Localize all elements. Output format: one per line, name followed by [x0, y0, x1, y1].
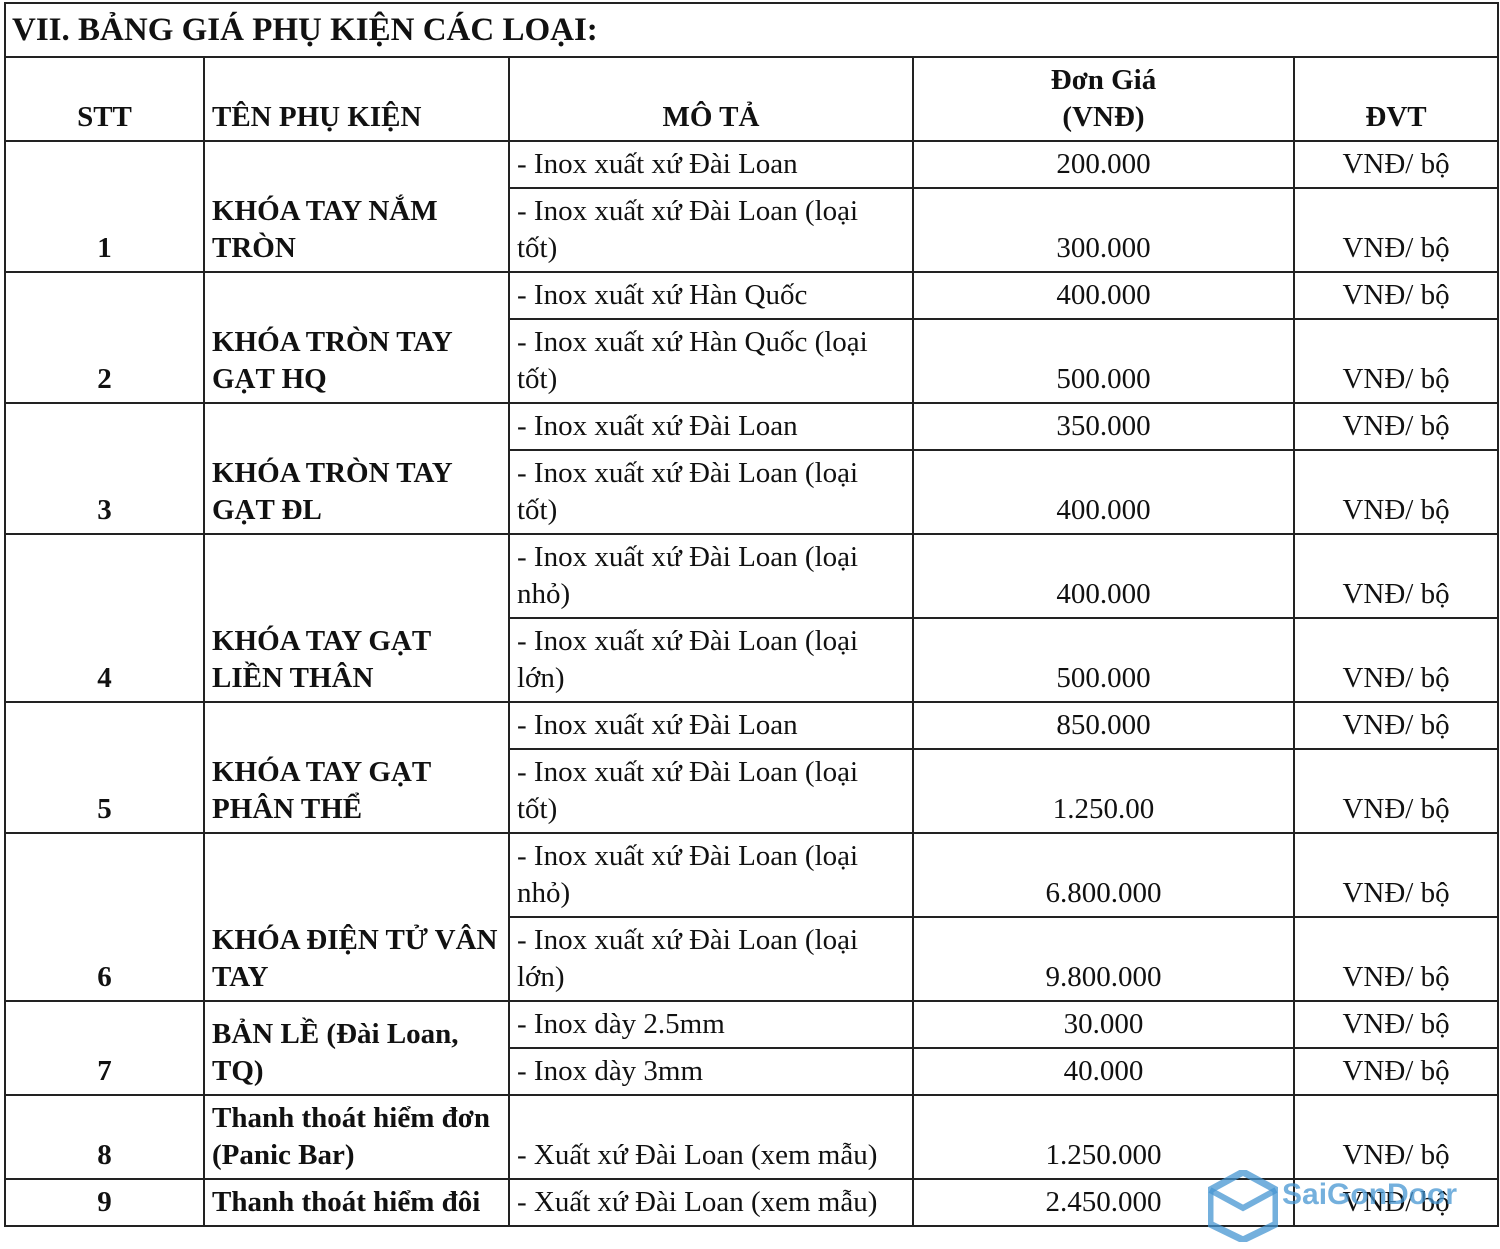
name-cell: KHÓA TAY GẠT PHÂN THỂ	[203, 701, 510, 834]
price-cell: 200.000	[912, 140, 1295, 189]
stt-cell: 5	[4, 701, 205, 834]
price-cell: 30.000	[912, 1000, 1295, 1049]
header-cell: STT	[4, 56, 205, 142]
item-row: 3 KHÓA TRÒN TAY GẠT ĐL - Inox xuất xứ Đài …	[4, 402, 1500, 535]
desc-cell: - Inox dày 2.5mm	[508, 1000, 914, 1049]
desc-cell: - Xuất xứ Đài Loan (xem mẫu)	[508, 1094, 914, 1180]
item-row: 5 KHÓA TAY GẠT PHÂN THỂ - Inox xuất xứ Đài…	[4, 701, 1500, 834]
unit-cell: VNĐ/ bộ	[1292, 533, 1500, 619]
unit-cell: VNĐ/ bộ	[1292, 916, 1500, 1002]
price-cell: 400.000	[912, 271, 1295, 320]
stt-cell: 4	[4, 533, 205, 703]
unit-cell: VNĐ/ bộ	[1292, 1047, 1500, 1096]
price-cell: 6.800.000	[912, 832, 1295, 918]
unit-cell: VNĐ/ bộ	[1292, 449, 1500, 535]
name-cell: Thanh thoát hiểm đôi	[203, 1178, 510, 1227]
logo-icon	[1208, 1170, 1278, 1242]
item-row: 6 KHÓA ĐIỆN TỬ VÂN TAY - Inox xuất xứ Đài …	[4, 832, 1500, 1002]
desc-cell: - Inox xuất xứ Đài Loan (loại tốt)	[508, 748, 914, 834]
stt-cell: 1	[4, 140, 205, 273]
unit-cell: VNĐ/ bộ	[1292, 617, 1500, 703]
item-row: 7 BẢN LỀ (Đài Loan, TQ) - Inox dày 2.5mm 30…	[4, 1000, 1500, 1096]
name-cell: KHÓA TRÒN TAY GẠT ĐL	[203, 402, 510, 535]
price-cell: 2.450.000	[912, 1178, 1295, 1227]
table-body: VII. BẢNG GIÁ PHỤ KIỆN CÁC LOẠI: STT TÊN …	[3, 2, 1500, 1227]
unit-cell: VNĐ/ bộ	[1292, 748, 1500, 834]
item-row: 1 KHÓA TAY NẮM TRÒN - Inox xuất xứ Đài Loa…	[4, 140, 1500, 273]
unit-cell: VNĐ/ bộ	[1292, 701, 1500, 750]
name-cell: KHÓA TAY GẠT LIỀN THÂN	[203, 533, 510, 703]
name-cell: KHÓA TAY NẮM TRÒN	[203, 140, 510, 273]
item-row: - Inox xuất xứ Đài Loan (loại lớn) 9.800.…	[5, 916, 1500, 1002]
item-row: - Inox dày 3mm 40.000 VNĐ/ bộ	[5, 1047, 1500, 1096]
header-cell: Đơn Giá (VNĐ)	[912, 56, 1295, 142]
item-row: - Inox xuất xứ Hàn Quốc (loại tốt) 500.00…	[5, 318, 1500, 404]
price-cell: 1.250.00	[912, 748, 1295, 834]
price-cell: 500.000	[912, 617, 1295, 703]
price-cell: 1.250.000	[912, 1094, 1295, 1180]
desc-cell: - Inox xuất xứ Đài Loan	[508, 701, 914, 750]
item-row: - Inox xuất xứ Đài Loan (loại tốt) 400.00…	[5, 449, 1500, 535]
unit-cell: VNĐ/ bộ	[1292, 1178, 1500, 1227]
price-cell: 850.000	[912, 701, 1295, 750]
desc-cell: - Inox xuất xứ Đài Loan (loại tốt)	[508, 449, 914, 535]
watermark: SaiGonDoor	[1282, 1178, 1458, 1211]
desc-cell: - Inox xuất xứ Đài Loan (loại lớn)	[508, 916, 914, 1002]
desc-cell: - Inox xuất xứ Đài Loan (loại nhỏ)	[508, 533, 914, 619]
header-row: STT TÊN PHỤ KIỆN MÔ TẢ Đơn Giá (VNĐ) ĐVT	[4, 56, 1500, 142]
unit-cell: VNĐ/ bộ	[1292, 1000, 1500, 1049]
price-cell: 350.000	[912, 402, 1295, 451]
table-title: VII. BẢNG GIÁ PHỤ KIỆN CÁC LOẠI:	[3, 2, 1500, 58]
price-cell: 400.000	[912, 449, 1295, 535]
price-cell: 40.000	[912, 1047, 1295, 1096]
stt-cell: 2	[4, 271, 205, 404]
name-cell: KHÓA ĐIỆN TỬ VÂN TAY	[203, 832, 510, 1002]
desc-cell: - Inox xuất xứ Hàn Quốc (loại tốt)	[508, 318, 914, 404]
desc-cell: - Inox xuất xứ Đài Loan (loại tốt)	[508, 187, 914, 273]
item-row: 8 Thanh thoát hiểm đơn (Panic Bar) - Xuất …	[4, 1094, 1500, 1180]
title-row: VII. BẢNG GIÁ PHỤ KIỆN CÁC LOẠI:	[3, 2, 1500, 58]
header-cell: MÔ TẢ	[508, 56, 914, 142]
unit-cell: VNĐ/ bộ	[1292, 402, 1500, 451]
desc-cell: - Inox xuất xứ Đài Loan	[508, 402, 914, 451]
stt-cell: 8	[4, 1094, 205, 1180]
unit-cell: VNĐ/ bộ	[1292, 832, 1500, 918]
item-row: - Inox xuất xứ Đài Loan (loại tốt) 300.00…	[5, 187, 1500, 273]
price-cell: 300.000	[912, 187, 1295, 273]
desc-cell: - Inox xuất xứ Đài Loan (loại nhỏ)	[508, 832, 914, 918]
name-cell: KHÓA TRÒN TAY GẠT HQ	[203, 271, 510, 404]
stt-cell: 7	[4, 1000, 205, 1096]
desc-cell: - Xuất xứ Đài Loan (xem mẫu)	[508, 1178, 914, 1227]
price-cell: 9.800.000	[912, 916, 1295, 1002]
header-cell: ĐVT	[1292, 56, 1500, 142]
item-row: 4 KHÓA TAY GẠT LIỀN THÂN - Inox xuất xứ Đà…	[4, 533, 1500, 703]
item-row: 2 KHÓA TRÒN TAY GẠT HQ - Inox xuất xứ Hàn …	[4, 271, 1500, 404]
unit-cell: VNĐ/ bộ	[1292, 318, 1500, 404]
stt-cell: 6	[4, 832, 205, 1002]
price-cell: 400.000	[912, 533, 1295, 619]
desc-cell: - Inox xuất xứ Hàn Quốc	[508, 271, 914, 320]
unit-cell: VNĐ/ bộ	[1292, 271, 1500, 320]
price-table: VII. BẢNG GIÁ PHỤ KIỆN CÁC LOẠI: STT TÊN …	[3, 2, 1500, 1227]
stt-cell: 9	[4, 1178, 205, 1227]
desc-cell: - Inox xuất xứ Đài Loan	[508, 140, 914, 189]
unit-cell: VNĐ/ bộ	[1292, 1094, 1500, 1180]
unit-cell: VNĐ/ bộ	[1292, 140, 1500, 189]
desc-cell: - Inox dày 3mm	[508, 1047, 914, 1096]
price-cell: 500.000	[912, 318, 1295, 404]
unit-cell: VNĐ/ bộ	[1292, 187, 1500, 273]
item-row: - Inox xuất xứ Đài Loan (loại tốt) 1.250.…	[5, 748, 1500, 834]
item-row: - Inox xuất xứ Đài Loan (loại lớn) 500.00…	[5, 617, 1500, 703]
name-cell: BẢN LỀ (Đài Loan, TQ)	[203, 1000, 510, 1096]
item-row: 9 Thanh thoát hiểm đôi - Xuất xứ Đài Loan …	[4, 1178, 1500, 1227]
desc-cell: - Inox xuất xứ Đài Loan (loại lớn)	[508, 617, 914, 703]
name-cell: Thanh thoát hiểm đơn (Panic Bar)	[203, 1094, 510, 1180]
header-cell: TÊN PHỤ KIỆN	[203, 56, 510, 142]
stt-cell: 3	[4, 402, 205, 535]
